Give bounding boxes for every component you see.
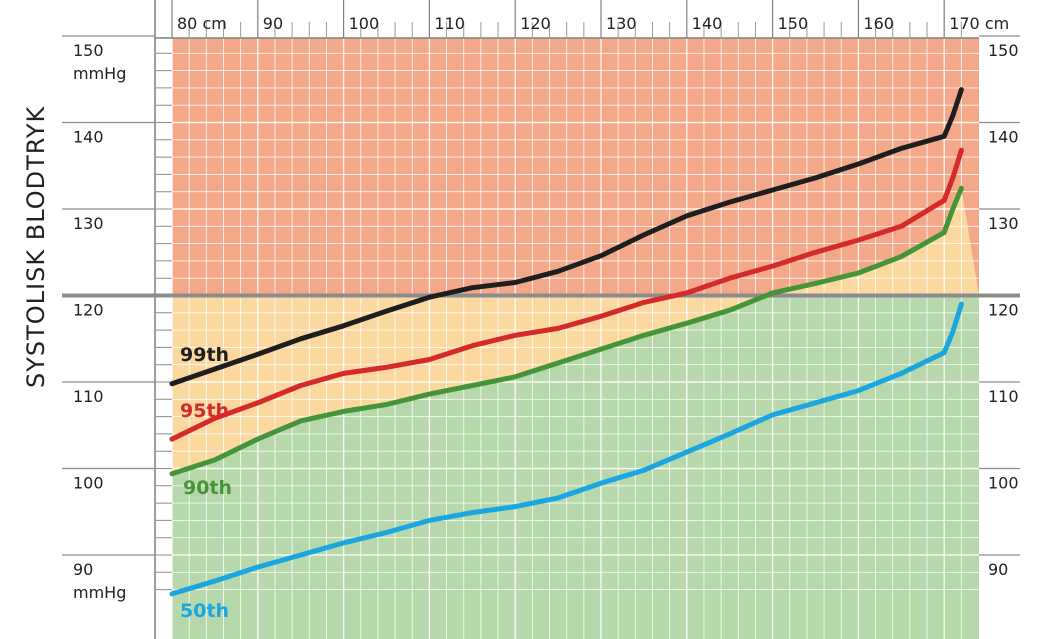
y-tick-label-right: 90	[988, 560, 1008, 579]
y-tick-label-left: 120	[73, 301, 104, 320]
series-line-50th	[169, 301, 964, 597]
y-tick-label-left: 90	[73, 560, 93, 579]
y-tick-unit-left: mmHg	[73, 583, 126, 602]
zone-elevated-upper	[172, 188, 979, 296]
y-tick-label-right: 150	[988, 41, 1019, 60]
series-label-90th: 90th	[183, 477, 232, 499]
y-tick-label-left: 150	[73, 41, 104, 60]
y-tick-label-left: 110	[73, 387, 104, 406]
series-layer	[169, 87, 964, 597]
x-tick-label: 100	[349, 14, 380, 33]
series-label-layer: 99th 95th 90th 50th	[180, 344, 232, 622]
x-tick-label: 80 cm	[177, 14, 227, 33]
series-line-99th	[169, 87, 964, 387]
y-tick-label-right: 100	[988, 474, 1019, 493]
y-tick-label-left: 130	[73, 214, 104, 233]
y-tick-label-right: 120	[988, 301, 1019, 320]
x-tick-label: 160	[863, 14, 894, 33]
x-tick-label: 90	[263, 14, 283, 33]
zone-high	[172, 38, 979, 296]
x-tick-label: 130	[606, 14, 637, 33]
series-line-90th	[169, 185, 964, 477]
tick-layer: 80 cm 90 100 110 120 130 140 150 160 170 cm 150 mmH…	[73, 14, 1019, 602]
x-tick-label: 120	[520, 14, 551, 33]
y-tick-label-right: 130	[988, 214, 1019, 233]
series-line-95th	[169, 147, 964, 442]
x-tick-label: 170 cm	[949, 14, 1009, 33]
y-tick-label-right: 140	[988, 128, 1019, 147]
y-axis-label: SYSTOLISK BLODTRYK	[22, 105, 50, 388]
series-label-50th: 50th	[180, 600, 229, 622]
x-tick-label: 140	[692, 14, 723, 33]
axes-frame	[62, 0, 1020, 639]
series-label-99th: 99th	[180, 344, 229, 366]
y-tick-label-left: 100	[73, 474, 104, 493]
y-tick-label-left: 140	[73, 128, 104, 147]
series-label-95th: 95th	[180, 400, 229, 422]
x-tick-label: 110	[434, 14, 465, 33]
y-tick-label-right: 110	[988, 387, 1019, 406]
y-tick-unit-left: mmHg	[73, 64, 126, 83]
x-tick-label: 150	[778, 14, 809, 33]
